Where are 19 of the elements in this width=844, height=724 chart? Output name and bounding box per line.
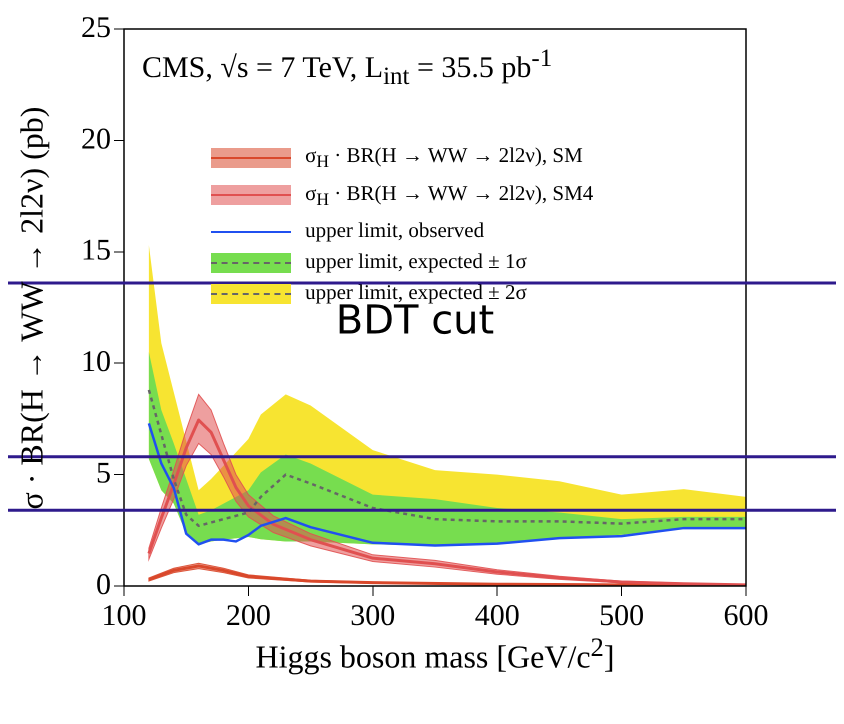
y-tick-label: 25	[81, 10, 111, 44]
y-tick-label: 20	[81, 122, 111, 156]
x-tick-label: 500	[599, 598, 644, 632]
x-tick-label: 100	[102, 598, 146, 632]
x-tick-label: 300	[350, 598, 396, 632]
x-tick-label: 200	[226, 598, 271, 632]
y-tick-label: 5	[96, 456, 111, 490]
y-tick-label: 15	[81, 234, 111, 267]
legend-label: σ$_{H}$ · BR(H → WW → 2l2ν), SM4	[305, 180, 594, 209]
x-tick-label: 600	[724, 598, 768, 632]
x-tick-label: 400	[474, 598, 520, 632]
x-axis-title: Higgs boson mass [GeV/c$^{2}$]	[254, 632, 616, 676]
y-tick-label: 10	[81, 345, 111, 378]
y-axis-title: σ · BR(H → WW → 2l2ν) (pb)	[14, 106, 50, 509]
y-tick-label: 0	[96, 568, 111, 601]
text: CMS, √s = 7 TeV, L$_{int}$ = 35.5 pb$^{-1}$	[142, 45, 552, 91]
legend-label: σ$_{H}$ · BR(H → WW → 2l2ν), SM	[305, 143, 583, 172]
legend-label: upper limit, expected ± 1σ	[305, 248, 527, 273]
legend-label: upper limit, observed	[305, 218, 484, 242]
